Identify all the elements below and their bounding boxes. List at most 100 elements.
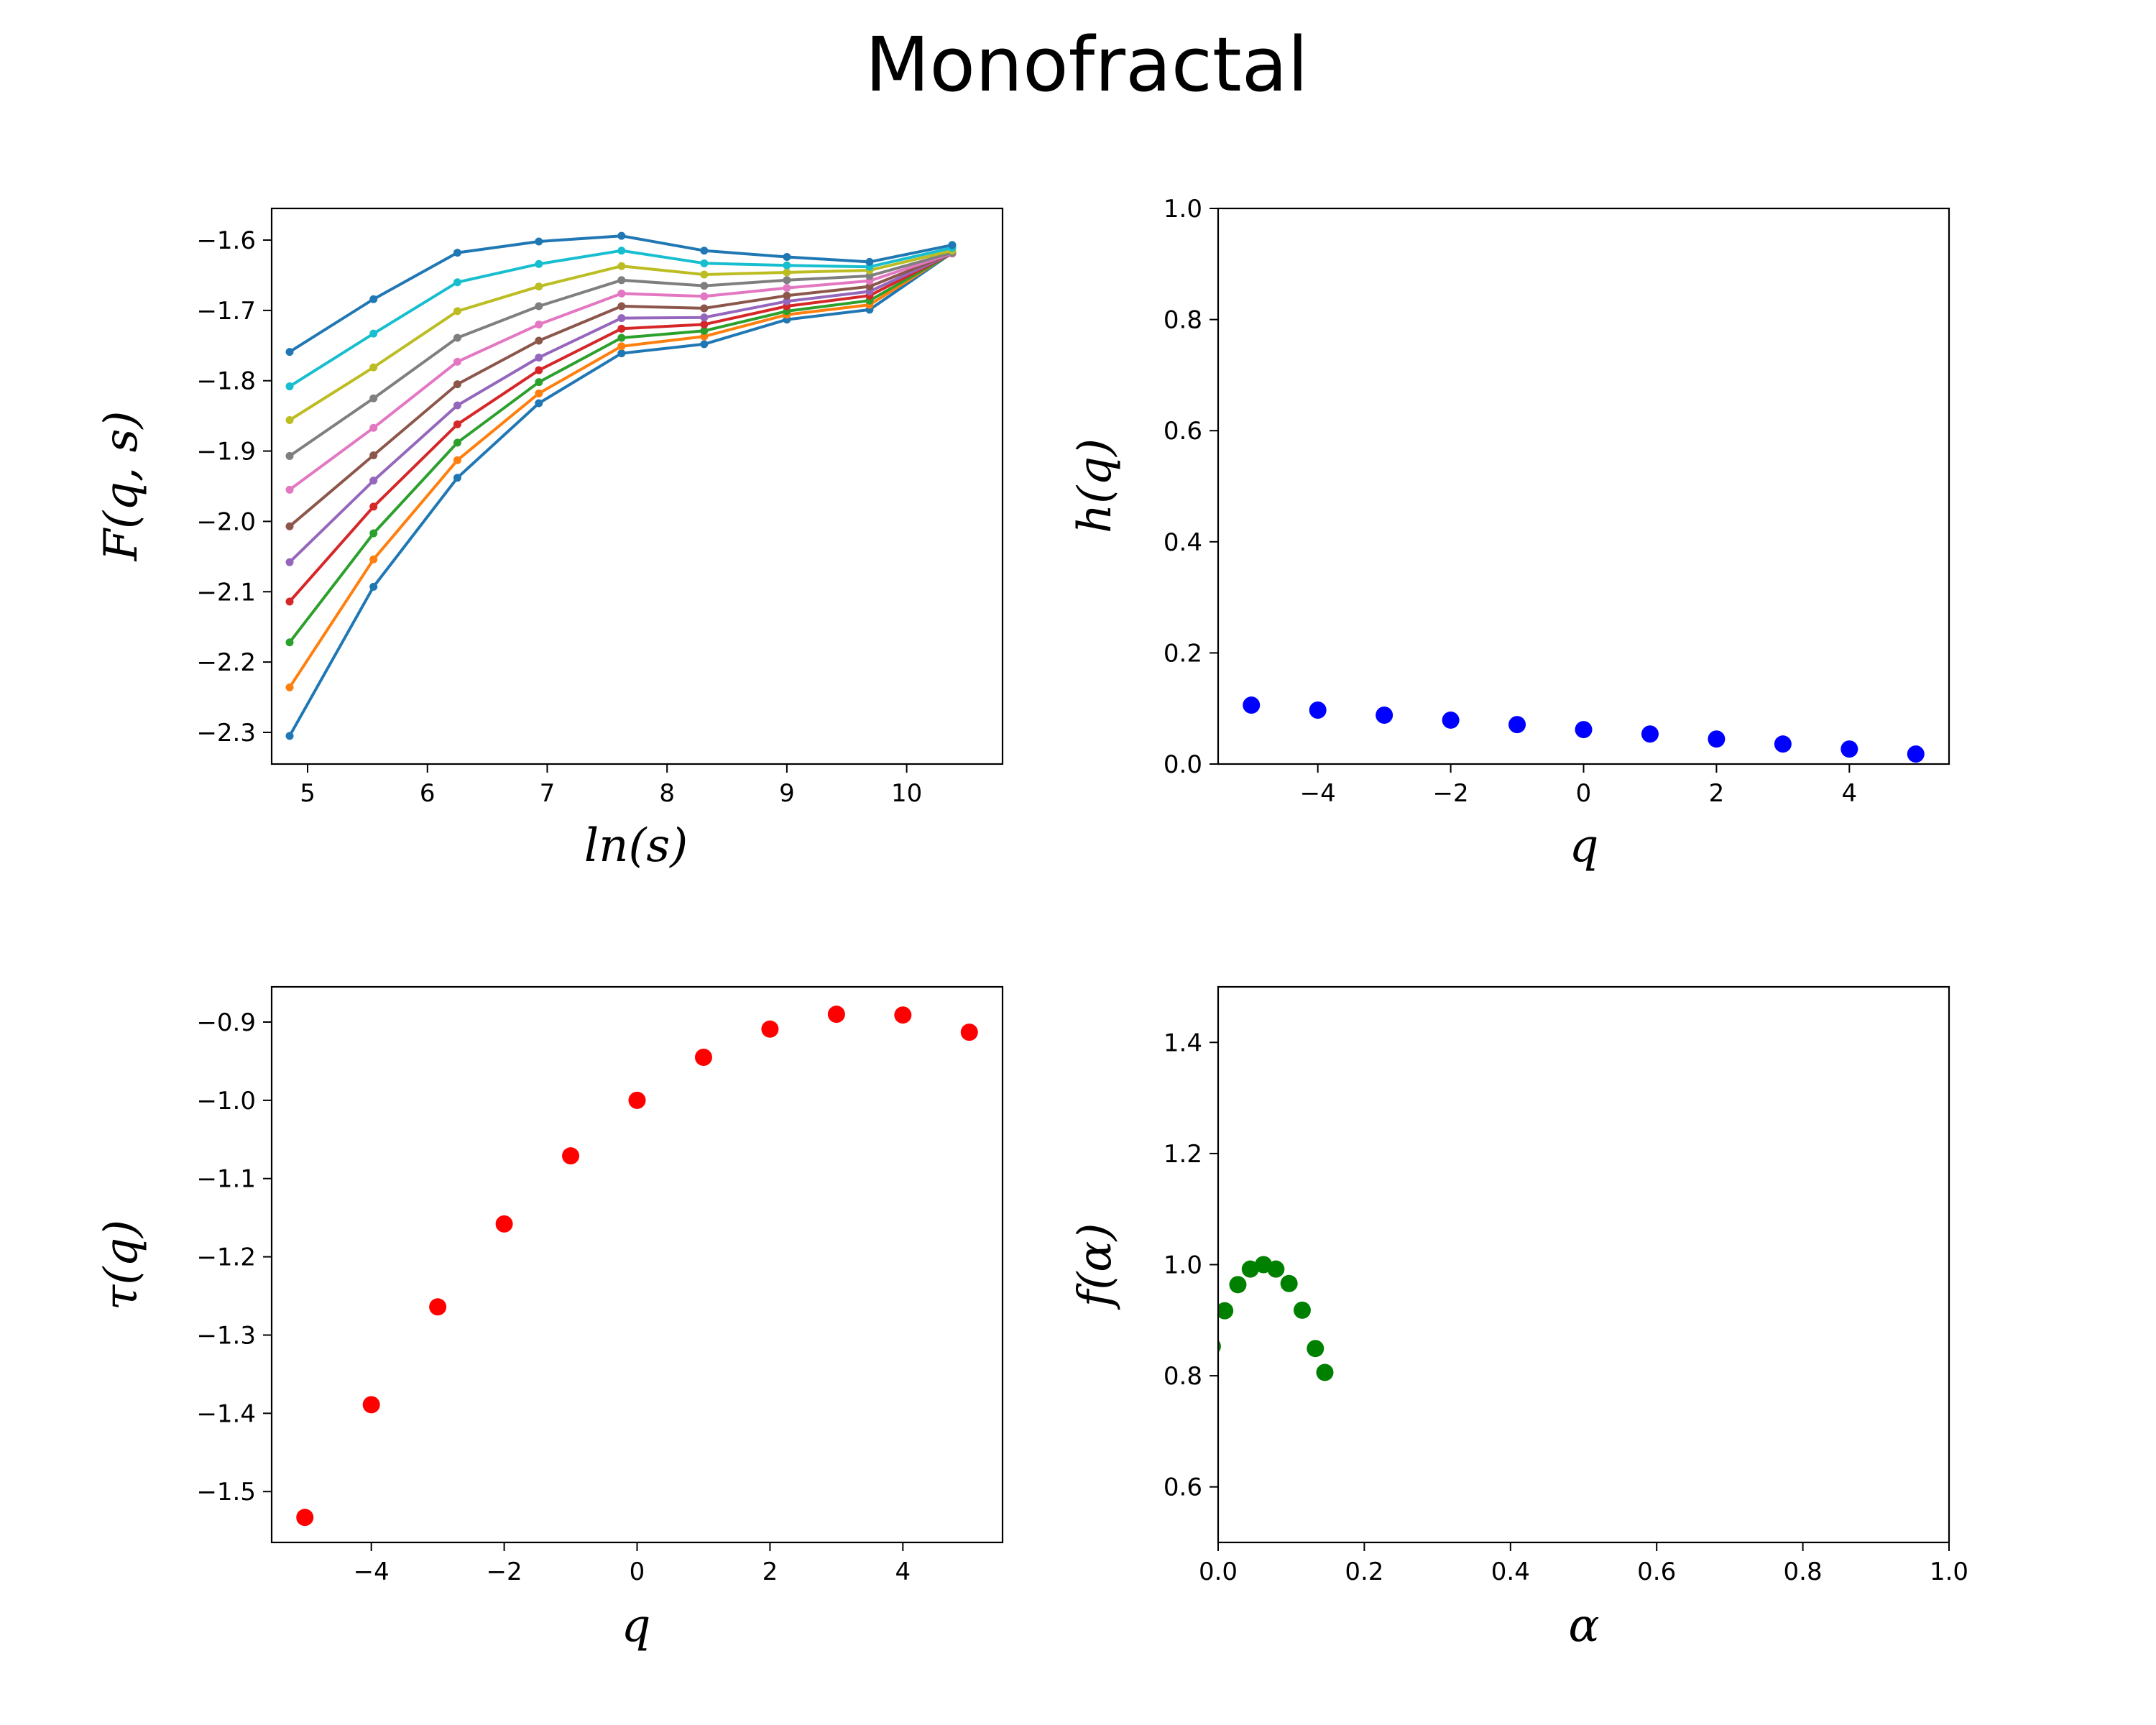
series-10-point bbox=[783, 261, 791, 270]
series-8-point bbox=[700, 282, 709, 290]
series-7-point bbox=[535, 320, 543, 328]
series-5-point bbox=[285, 558, 294, 566]
series-4-point bbox=[617, 324, 626, 333]
series-11-point bbox=[700, 247, 709, 255]
series-5-point bbox=[369, 477, 378, 485]
series-1-point bbox=[617, 349, 626, 358]
x-tick-label: −2 bbox=[1433, 779, 1469, 808]
data-point bbox=[1267, 1260, 1285, 1278]
x-tick-label: 4 bbox=[895, 1558, 911, 1586]
data-point bbox=[1841, 740, 1858, 758]
series-3-point bbox=[369, 529, 378, 538]
series-6-point bbox=[783, 291, 791, 300]
x-tick-label: 7 bbox=[540, 779, 556, 808]
y-axis-label: f(α) bbox=[1069, 1223, 1122, 1310]
series-4-point bbox=[535, 366, 543, 374]
data-point bbox=[429, 1298, 447, 1316]
y-tick-label: 1.4 bbox=[1164, 1029, 1202, 1057]
series-11-point bbox=[617, 231, 626, 240]
x-tick-label: 0.8 bbox=[1784, 1558, 1823, 1586]
series-7-point bbox=[453, 357, 461, 366]
series-3-point bbox=[617, 334, 626, 342]
data-point bbox=[1708, 730, 1726, 748]
data-point bbox=[1575, 721, 1593, 739]
x-tick-label: 1.0 bbox=[1930, 1558, 1968, 1586]
series-4-point bbox=[453, 420, 461, 428]
x-tick-label: 0.0 bbox=[1199, 1558, 1238, 1586]
x-tick-label: 6 bbox=[420, 779, 436, 808]
series-1-point bbox=[369, 582, 378, 591]
series-3-point bbox=[285, 638, 294, 647]
y-tick-label: −2.1 bbox=[196, 578, 256, 607]
y-tick-label: 0.4 bbox=[1164, 528, 1202, 557]
data-marks bbox=[1243, 696, 1925, 763]
series-3-point bbox=[535, 378, 543, 387]
panel-tau: −4 −2 0 2 4 −1.5 −1.4 −1.3 −1.2 −1.1 −1.0 −0.9 q τ(q) bbox=[95, 985, 1004, 1652]
y-tick-label: −1.2 bbox=[196, 1243, 256, 1272]
series-10-point bbox=[700, 259, 709, 267]
x-tick-label: 0.2 bbox=[1345, 1558, 1383, 1586]
x-tick-label: 5 bbox=[300, 779, 315, 808]
x-axis-label: q bbox=[622, 1599, 651, 1652]
series-1-point bbox=[453, 474, 461, 482]
x-tick-label: 0 bbox=[1576, 779, 1592, 808]
y-tick-label: −1.0 bbox=[196, 1087, 256, 1116]
series-3-point bbox=[700, 326, 709, 335]
data-point bbox=[362, 1396, 380, 1414]
x-tick-label: 0.4 bbox=[1491, 1558, 1530, 1586]
series-10-point bbox=[285, 382, 294, 391]
series-9-point bbox=[783, 268, 791, 277]
data-point bbox=[1293, 1301, 1311, 1319]
series-9-point bbox=[700, 270, 709, 279]
panel-spectrum: 0.0 0.2 0.4 0.6 0.8 1.0 0.6 0.8 1.0 1.2 1.4 α f(α) bbox=[1069, 985, 1968, 1652]
series-2-point bbox=[617, 342, 626, 351]
series-2-point bbox=[453, 456, 461, 464]
data-point bbox=[1376, 706, 1393, 724]
y-tick-label: −1.1 bbox=[196, 1165, 256, 1194]
y-axis-label: τ(q) bbox=[95, 1220, 148, 1310]
series-2-point bbox=[535, 389, 543, 397]
data-point bbox=[1641, 725, 1659, 743]
data-point bbox=[562, 1147, 580, 1165]
series-11-point bbox=[285, 348, 294, 356]
y-axis-label: h(q) bbox=[1069, 438, 1122, 533]
data-point bbox=[1307, 1340, 1325, 1358]
y-tick-label: −1.8 bbox=[196, 367, 256, 396]
y-tick-label: −1.6 bbox=[196, 226, 256, 255]
series-6-point bbox=[617, 302, 626, 310]
y-tick-label: 0.6 bbox=[1164, 1473, 1202, 1502]
data-point bbox=[296, 1509, 314, 1527]
x-tick-label: −4 bbox=[354, 1558, 390, 1586]
series-11-point bbox=[453, 249, 461, 257]
series-6-point bbox=[369, 451, 378, 459]
y-tick-label: 0.2 bbox=[1164, 639, 1202, 668]
axes-frame bbox=[270, 207, 1004, 765]
x-tick-label: 9 bbox=[779, 779, 795, 808]
y-tick-label: −2.2 bbox=[196, 648, 256, 677]
series-10-point bbox=[369, 329, 378, 338]
y-tick-label: 1.0 bbox=[1164, 1251, 1202, 1280]
data-point bbox=[1442, 711, 1460, 729]
x-tick-label: 4 bbox=[1841, 779, 1857, 808]
y-tick-label: −2.0 bbox=[196, 507, 256, 536]
data-point bbox=[1218, 1302, 1234, 1320]
figure-title: Monofractal bbox=[865, 21, 1309, 109]
data-point bbox=[628, 1091, 646, 1109]
data-point bbox=[960, 1024, 978, 1041]
series-5-point bbox=[617, 314, 626, 323]
data-point bbox=[894, 1006, 912, 1024]
series-6-point bbox=[535, 336, 543, 345]
data-point bbox=[761, 1020, 779, 1038]
series-1-point bbox=[285, 732, 294, 740]
series-1-point bbox=[535, 399, 543, 408]
series-2-point bbox=[369, 555, 378, 564]
series-4-point bbox=[285, 597, 294, 606]
x-tick-label: 8 bbox=[659, 779, 675, 808]
panel-hurst: −4 −2 0 2 4 0.0 0.2 0.4 0.6 0.8 1.0 q h(q) bbox=[1069, 195, 1950, 873]
series-9-point bbox=[535, 282, 543, 291]
x-axis-label: α bbox=[1568, 1599, 1599, 1652]
series-10-point bbox=[453, 278, 461, 287]
series-11-point bbox=[948, 241, 957, 249]
series-7-point bbox=[783, 284, 791, 293]
